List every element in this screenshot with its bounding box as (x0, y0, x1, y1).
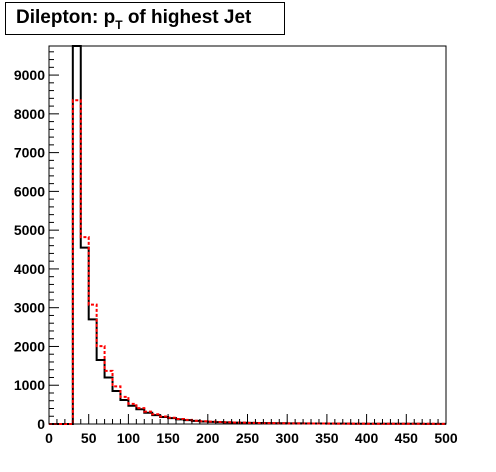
y-tick-label: 8000 (14, 106, 45, 122)
series-1-dashed-histogram (49, 99, 446, 425)
series-layer (49, 45, 446, 425)
x-tick-label: 500 (434, 430, 458, 446)
y-tick-label: 5000 (14, 222, 45, 238)
x-tick-label: 100 (117, 430, 141, 446)
axis-layer: 0 50 100 150 200 250 300 350 400 450 5000100020003… (14, 51, 458, 446)
y-tick-label: 9000 (14, 67, 45, 83)
chart-title: Dilepton: pT of highest Jet (5, 2, 285, 35)
y-tick-label: 4000 (14, 261, 45, 277)
x-tick-label: 400 (355, 430, 379, 446)
x-tick-label: 450 (395, 430, 419, 446)
x-tick-label: 350 (315, 430, 339, 446)
plot-frame (48, 45, 447, 425)
y-tick-label: 0 (37, 416, 45, 432)
x-tick-label: 0 (45, 430, 53, 446)
x-tick-label: 150 (156, 430, 180, 446)
y-tick-label: 2000 (14, 338, 45, 354)
y-tick-label: 1000 (14, 377, 45, 393)
y-tick-label: 3000 (14, 300, 45, 316)
x-tick-label: 50 (81, 430, 97, 446)
x-tick-label: 250 (236, 430, 260, 446)
series-0-solid-histogram (49, 45, 446, 425)
y-tick-label: 7000 (14, 145, 45, 161)
chart-title-text: Dilepton: pT of highest Jet (16, 7, 252, 32)
y-tick-label: 6000 (14, 183, 45, 199)
x-tick-label: 200 (196, 430, 220, 446)
x-tick-label: 300 (276, 430, 300, 446)
